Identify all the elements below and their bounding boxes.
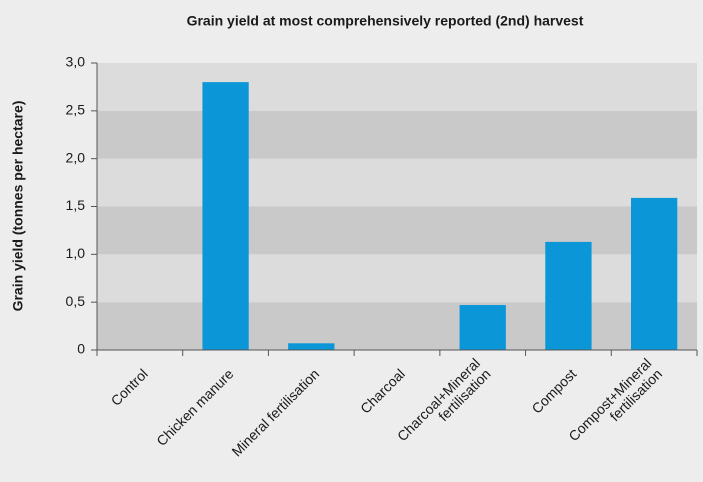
bar <box>202 82 249 350</box>
y-tick-label: 2,5 <box>66 102 86 118</box>
y-tick-label: 2,0 <box>66 149 86 165</box>
chart-title: Grain yield at most comprehensively repo… <box>187 13 584 29</box>
grid-band <box>97 110 697 159</box>
y-tick-label: 0 <box>77 341 85 357</box>
bar <box>459 305 506 350</box>
grid-band <box>97 158 697 207</box>
grid-band <box>97 302 697 350</box>
grid-band <box>97 254 697 303</box>
y-tick-label: 0,5 <box>66 293 86 309</box>
bar <box>631 197 678 350</box>
y-axis-label: Grain yield (tonnes per hectare) <box>10 101 26 312</box>
y-tick-label: 1,0 <box>66 245 86 261</box>
grid-band <box>97 206 697 255</box>
bar <box>288 343 335 350</box>
grid-band <box>97 63 697 111</box>
y-tick-label: 1,5 <box>66 197 86 213</box>
bar <box>545 241 592 350</box>
y-tick-label: 3,0 <box>66 54 86 70</box>
